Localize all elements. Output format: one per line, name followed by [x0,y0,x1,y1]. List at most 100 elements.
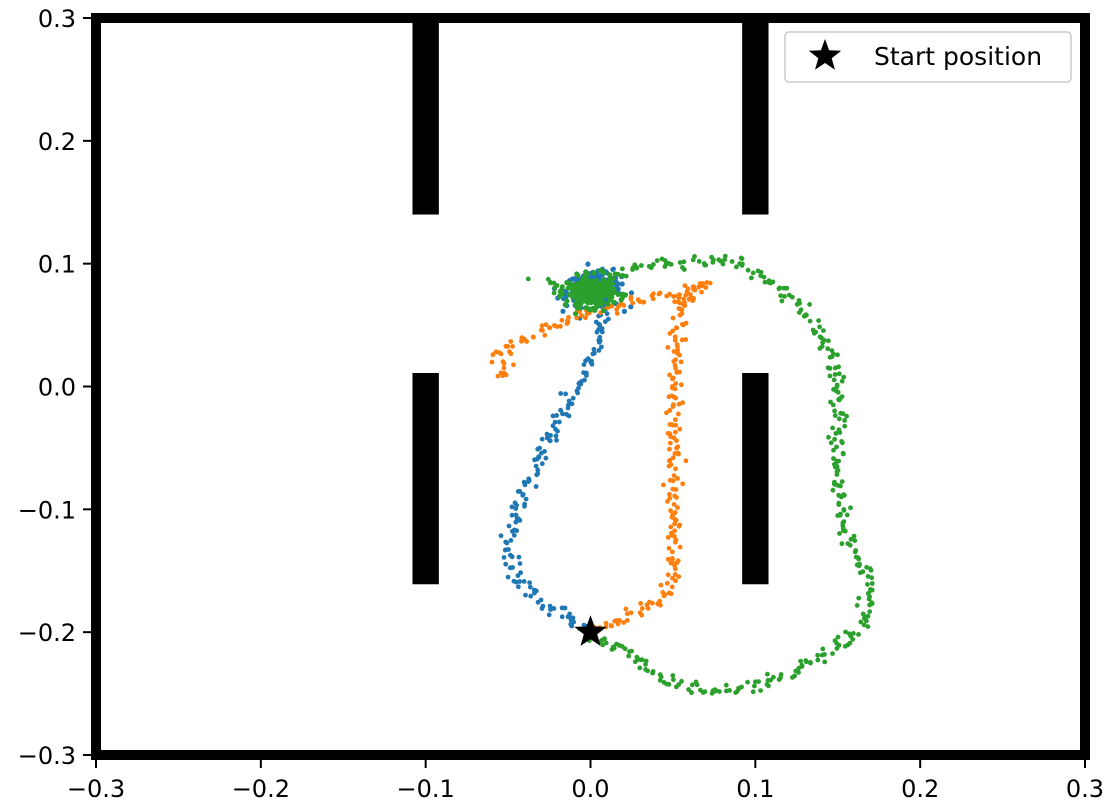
series-2-point [639,657,645,663]
series-1-point [669,584,675,590]
series-1-point [668,524,674,530]
series-0-point [586,356,591,362]
series-2-point [778,293,784,298]
series-2-point [801,313,807,319]
series-1-point [665,556,671,562]
series-1-point [682,283,688,288]
series-2-point [689,690,694,696]
series-2-point [662,264,668,269]
series-2-point [865,624,871,629]
series-1-point [508,339,514,344]
series-2-point [781,285,787,291]
series-2-point [865,613,871,619]
series-2-point [776,677,782,682]
series-2-point [856,595,862,601]
series-2-point [836,371,842,377]
series-2-cluster-point [587,307,594,313]
series-2-point [832,436,837,442]
series-2-point [600,642,606,648]
series-0-point [593,319,599,325]
series-0-point [563,391,568,397]
series-2-point [679,678,684,684]
series-2-point [869,587,875,593]
series-1-point [671,349,677,354]
series-0-point [533,463,539,469]
series-1-point [675,347,681,353]
series-0-point [596,348,602,353]
series-2-point [643,662,648,667]
series-2-point [836,500,842,506]
y-tick-label: −0.1 [18,496,76,524]
legend-box [784,31,1072,83]
series-2-point [865,591,871,596]
series-1-point [564,321,570,326]
series-2-point [820,340,826,345]
series-1-point [676,401,682,407]
series-2-point [664,681,670,687]
series-2-point [838,410,844,416]
series-0-point [554,437,559,443]
series-2-point [839,394,845,399]
series-0-point [511,578,517,584]
series-2-point [734,264,739,270]
series-1-point [671,359,677,364]
series-2-cluster-point [564,298,570,304]
series-2-point [862,616,867,621]
series-2-point [865,574,871,579]
series-0-point [553,426,558,432]
series-1-point [672,337,678,343]
series-0-point [520,492,526,497]
series-2-point [832,638,838,643]
series-0-point [539,606,545,611]
series-1-point [672,528,677,534]
y-tick-label: 0.3 [38,5,76,33]
y-tick-label: −0.2 [18,619,76,647]
series-1-point [674,495,679,500]
series-2-point [854,603,860,608]
series-2-point [852,538,858,543]
legend-label: Start position [874,42,1042,71]
series-1-point [539,323,545,329]
series-0-point [538,597,544,603]
series-1-point [676,295,682,301]
series-1-point [672,572,678,577]
series-2-cluster-point [584,295,590,301]
series-2-point [551,290,557,296]
series-0-point [566,413,572,419]
series-2-point [869,601,875,606]
series-1-point [679,337,685,343]
plot-frame [91,13,1090,760]
series-1-point [645,606,651,611]
series-2-point [815,652,820,658]
series-1-point [508,351,514,357]
series-2-cluster-point [583,305,590,311]
series-2-point [525,276,531,282]
series-2-point [782,294,787,299]
legend-star-icon [808,39,842,70]
series-1-point [662,592,668,598]
series-2-point [750,689,756,695]
series-0-point [570,395,576,401]
series-1-point [682,300,687,305]
series-2-point [681,259,687,265]
series-0-point [591,346,597,352]
series-1-point [667,372,672,378]
series-2-point [666,260,671,266]
series-2-point [718,258,724,264]
series-1-point [680,322,686,328]
series-1-point [677,426,683,432]
start-position-star-icon [574,615,607,646]
x-axis: −0.3 −0.2 −0.1 0.0 0.1 0.2 0.3 [67,760,1104,803]
series-2-point [837,531,842,536]
series-1-point [617,618,622,623]
series-0-point [575,390,580,396]
series-0-point [599,326,605,331]
series-1-point [676,574,682,579]
series-2-point [602,636,607,642]
series-2-point [832,408,837,414]
y-tick-label: 0.0 [38,374,76,402]
series-0-point [528,593,534,599]
series-1-point [674,325,680,331]
wall-2 [742,18,769,215]
series-2-point [808,660,813,666]
